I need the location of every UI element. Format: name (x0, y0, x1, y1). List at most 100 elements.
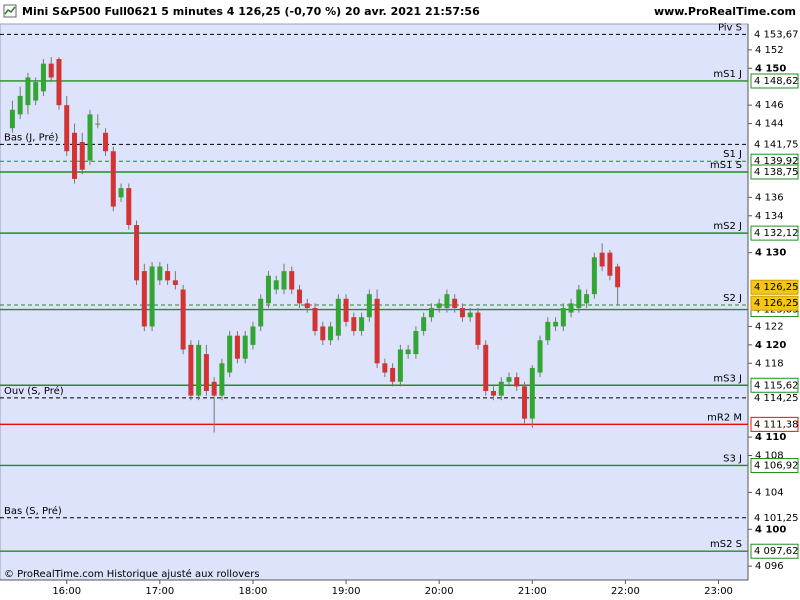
level-value-label: 4 111,38 (754, 419, 799, 430)
candle-body (273, 280, 279, 290)
candle-body (320, 326, 326, 341)
level-name: mS3 J (713, 373, 742, 384)
candle-body (514, 377, 520, 387)
y-tick-label: 4 100 (755, 524, 786, 535)
level-value-label: 4 132,12 (754, 228, 799, 239)
candle-body (405, 349, 411, 355)
level-name: mS1 J (713, 69, 742, 80)
candle-body (553, 321, 559, 327)
candle-body (40, 63, 46, 92)
candle-body (227, 335, 233, 373)
level-value-label: 4 141,75 (754, 139, 799, 150)
candle-body (211, 381, 217, 396)
footer: © ProRealTime.com Historique ajusté aux … (4, 568, 260, 580)
y-tick-label: 4 130 (755, 248, 786, 259)
y-tick-label: 4 122 (755, 321, 784, 332)
level-name: Bas (J, Pré) (4, 131, 58, 143)
candle-body (537, 340, 543, 373)
candle-body (335, 298, 341, 336)
level-value-box (750, 543, 799, 559)
level-value-box (750, 164, 799, 180)
candle-body (234, 335, 240, 359)
x-tick-label: 21:00 (518, 586, 547, 597)
brand: www.ProRealTime.com (654, 5, 796, 18)
level-value-box (750, 457, 799, 473)
candle-body (607, 252, 613, 276)
y-tick-label: 4 110 (755, 432, 786, 443)
x-tick-label: 17:00 (145, 586, 174, 597)
y-tick-label: 4 096 (755, 561, 784, 572)
candle-body (366, 294, 372, 318)
candle-body (444, 294, 450, 308)
level-value-box (750, 225, 799, 241)
candle-body (522, 386, 528, 419)
candle-body (591, 257, 597, 295)
level-name: Ouv (S, Pré) (4, 385, 64, 397)
y-tick-label: 4 120 (755, 340, 786, 351)
x-tick-label: 23:00 (704, 586, 733, 597)
level-value-label: 4 101,25 (754, 513, 799, 524)
x-tick-label: 18:00 (239, 586, 268, 597)
candle-body (79, 142, 85, 170)
candle-body (134, 225, 140, 281)
candle-body (141, 271, 147, 327)
y-tick-label: 4 136 (755, 192, 784, 203)
x-tick-label: 20:00 (425, 586, 454, 597)
candle-body (180, 289, 186, 350)
candle-body (196, 344, 202, 396)
candle-body (436, 303, 442, 308)
candle-body (483, 344, 489, 391)
candle-body (103, 132, 109, 152)
candle-body (265, 275, 271, 304)
candle-body (304, 303, 310, 308)
candle-body (17, 95, 23, 115)
candle-body (343, 298, 349, 322)
candle-body (568, 303, 574, 313)
y-tick-label: 4 150 (755, 63, 786, 74)
candle-body (250, 326, 256, 345)
candle-body (467, 312, 473, 318)
header-icon (3, 4, 17, 18)
level-name: S1 J (723, 149, 742, 160)
candle-body (157, 266, 163, 281)
candle-body (71, 132, 77, 179)
candle-body (172, 280, 178, 285)
x-tick-label: 22:00 (611, 586, 640, 597)
level-name: mR2 M (707, 412, 742, 423)
level-value-box (750, 416, 799, 432)
candle-body (33, 82, 39, 101)
level-value-label: 4 139,92 (754, 156, 799, 167)
candle-body (149, 266, 155, 327)
candle-body (615, 266, 621, 288)
candle-body (529, 367, 535, 419)
candle-body (490, 390, 496, 396)
candle-body (560, 307, 566, 327)
candle-body (576, 289, 582, 308)
level-value-label: 4 153,67 (754, 29, 799, 40)
candle-body (95, 123, 101, 125)
level-name: mS2 S (710, 539, 742, 550)
candle-body (64, 105, 70, 152)
candle-body (390, 367, 396, 382)
level-name: Piv S (718, 22, 742, 33)
candle-body (359, 317, 365, 332)
candle-body (25, 77, 31, 106)
candle-body (165, 271, 171, 281)
level-value-label: 4 114,25 (754, 393, 799, 404)
level-value-box (750, 73, 799, 89)
y-tick-label: 4 134 (755, 211, 784, 222)
y-tick-label: 4 152 (755, 45, 784, 56)
price-box (750, 295, 799, 311)
candle-body (219, 363, 225, 396)
plot-area (0, 23, 749, 581)
x-tick-label: 19:00 (332, 586, 361, 597)
candle-body (48, 63, 54, 78)
y-tick-label: 4 144 (755, 119, 784, 130)
candle-body (110, 151, 116, 207)
level-name: mS1 S (710, 160, 742, 171)
level-name: mS2 J (713, 221, 742, 232)
candle-body (599, 252, 605, 267)
y-tick-label: 4 118 (755, 358, 784, 369)
